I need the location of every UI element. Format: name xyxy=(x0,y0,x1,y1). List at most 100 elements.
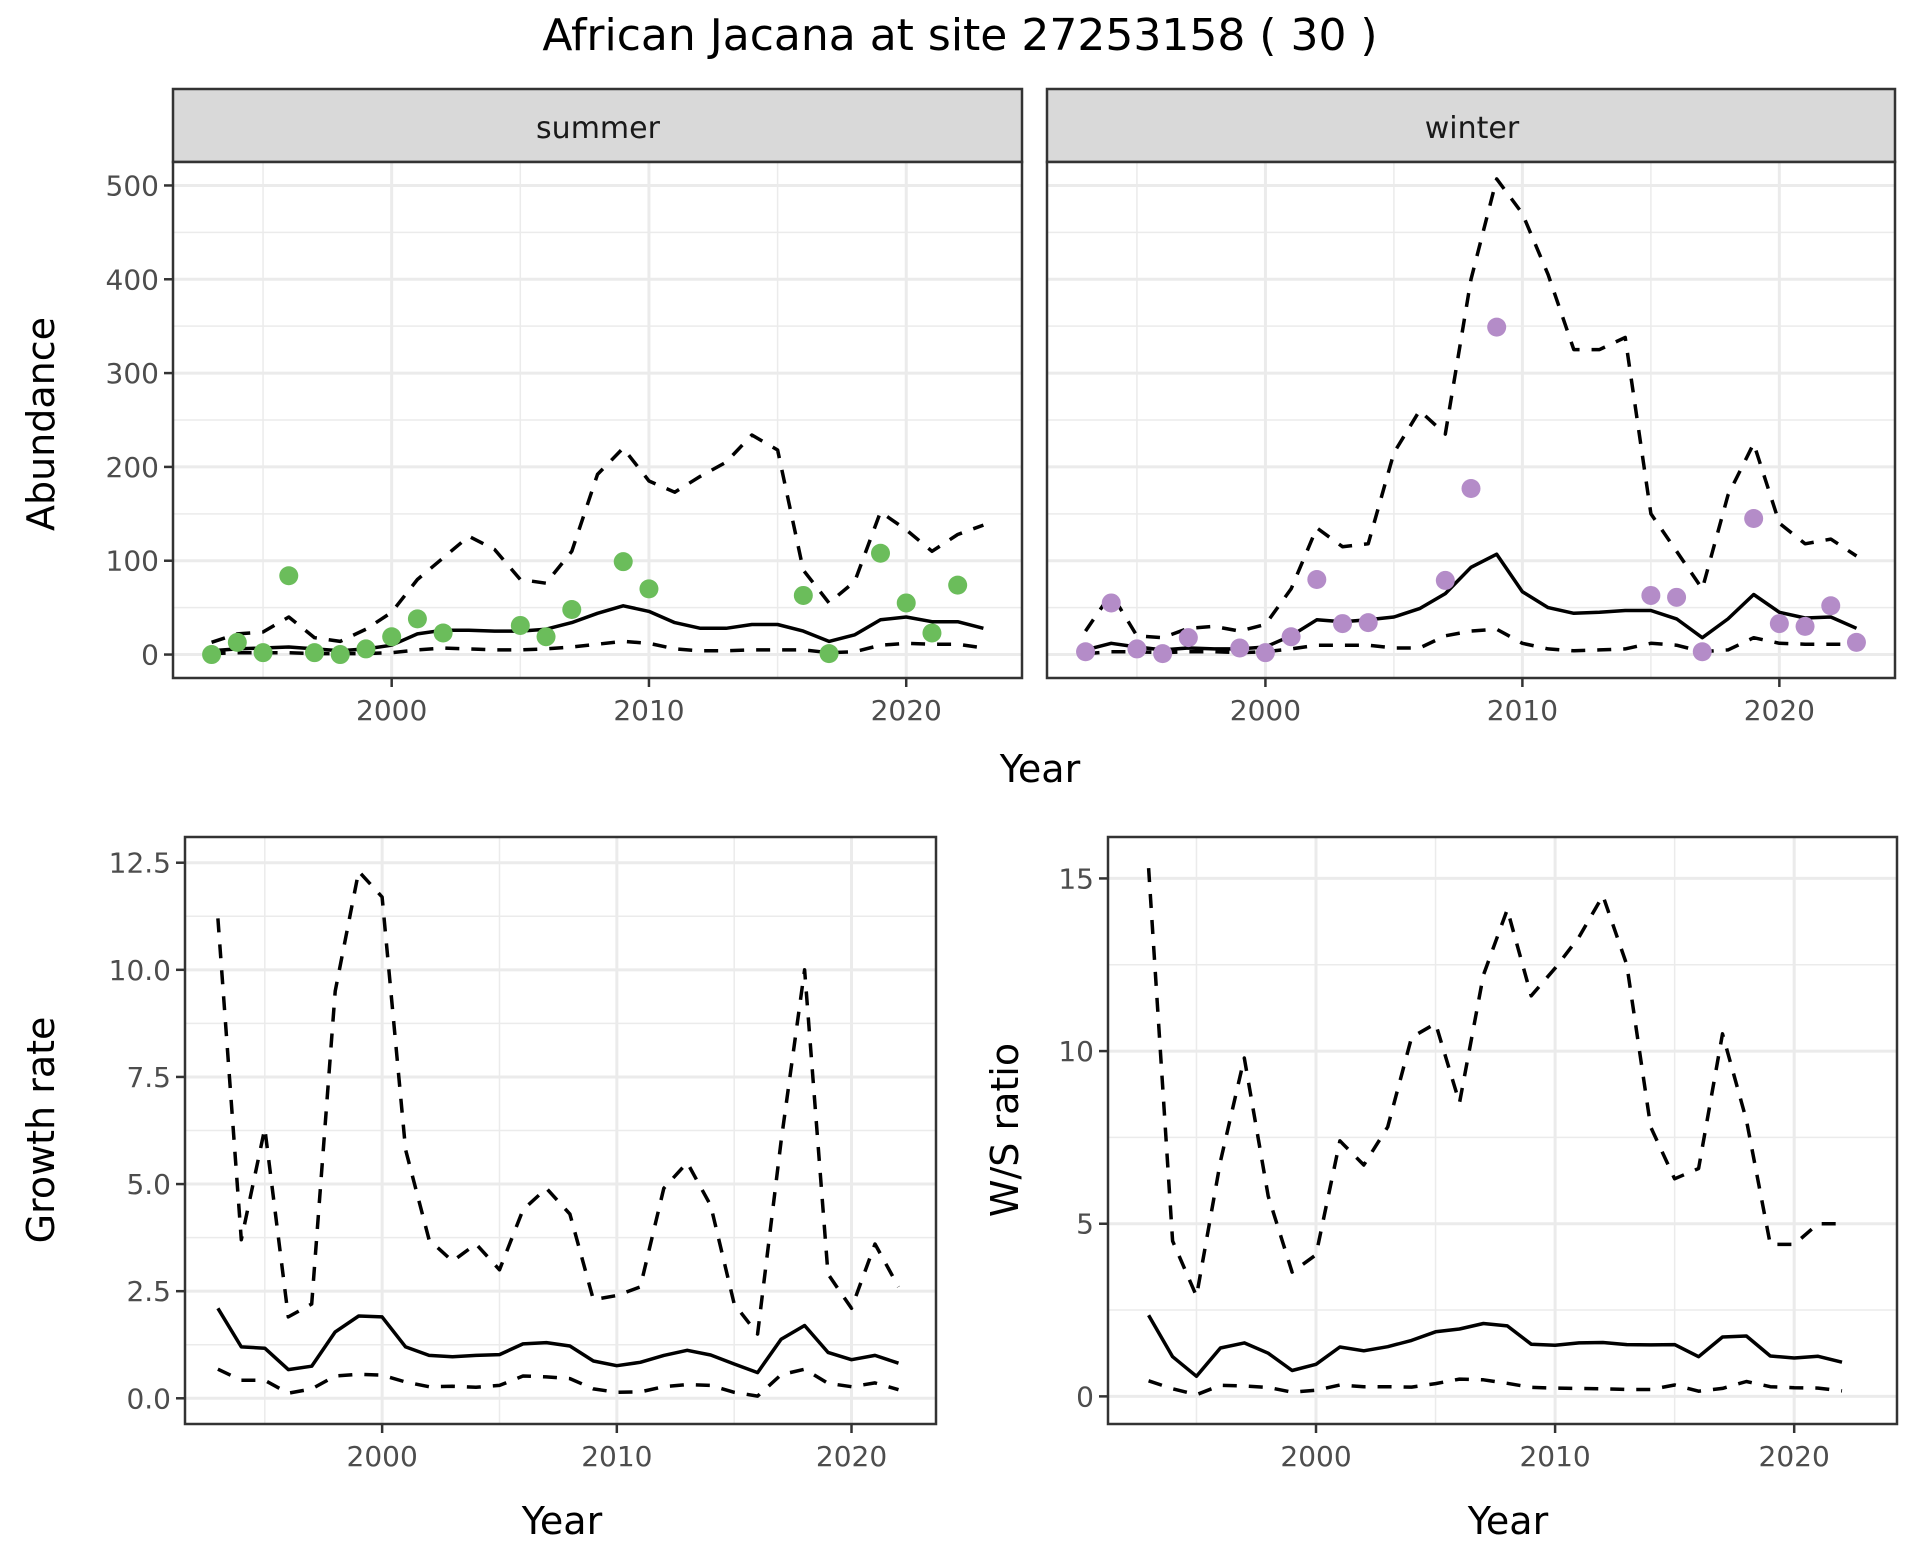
data-point xyxy=(536,627,556,647)
data-point xyxy=(407,609,427,629)
x-tick-label: 2020 xyxy=(1744,694,1815,727)
data-point xyxy=(1461,478,1481,498)
data-point xyxy=(871,543,890,563)
panel-growth-rate: 2000 2010 2020 0.0 2.5 5.0 7.5 10.0 12.5 xyxy=(109,835,938,1473)
panel-ws-ratio: 2000 2010 2020 0 5 10 15 xyxy=(1058,835,1899,1473)
data-point xyxy=(1153,644,1173,664)
y-tick-label: 100 xyxy=(106,545,159,578)
data-point xyxy=(202,645,222,665)
series-line-mean xyxy=(1085,552,1858,652)
x-tick-label: 2010 xyxy=(613,694,684,727)
data-point xyxy=(279,566,299,586)
y-tick-label: 0.0 xyxy=(126,1382,171,1415)
y-axis-label-ws-ratio: W/S ratio xyxy=(983,1043,1027,1217)
x-tick-label: 2020 xyxy=(1759,1440,1830,1473)
y-tick-label: 0 xyxy=(1076,1380,1094,1413)
y-tick-label: 10 xyxy=(1058,1035,1094,1068)
panel-border xyxy=(1045,160,1897,680)
facet-strip xyxy=(171,87,1024,164)
x-axis-label-growth: Year xyxy=(521,1499,603,1543)
panel-border xyxy=(183,835,938,1426)
data-point xyxy=(1281,627,1301,647)
data-point xyxy=(1769,614,1789,634)
y-axis-label-abundance: Abundance xyxy=(19,317,63,531)
data-point xyxy=(1076,642,1096,662)
strip-label-summer: summer xyxy=(536,111,661,146)
x-tick-label: 2010 xyxy=(1487,694,1558,727)
x-axis-label-top: Year xyxy=(999,747,1081,791)
data-point xyxy=(562,600,582,620)
data-point xyxy=(1435,570,1455,590)
panel-summer: 2000 2010 2020 0 100 200 300 400 500 xyxy=(106,87,1024,727)
y-tick-label: 400 xyxy=(106,263,159,296)
data-point xyxy=(382,627,402,647)
y-tick-label: 500 xyxy=(106,169,159,202)
x-axis-label-ws: Year xyxy=(1467,1499,1549,1543)
data-point xyxy=(896,593,916,613)
y-tick-label: 15 xyxy=(1058,862,1094,895)
x-tick-label: 2010 xyxy=(581,1440,652,1473)
x-tick-label: 2020 xyxy=(871,694,942,727)
series-line-lower xyxy=(1085,627,1857,656)
data-point xyxy=(1178,628,1198,648)
series-line-mean xyxy=(1147,1314,1843,1379)
data-point xyxy=(1307,569,1327,589)
data-point xyxy=(1692,642,1712,662)
data-point xyxy=(1795,616,1815,636)
data-point xyxy=(1127,639,1147,659)
data-point xyxy=(613,552,633,572)
data-point xyxy=(819,644,839,664)
x-tick-label: 2020 xyxy=(816,1440,887,1473)
data-point xyxy=(510,615,530,635)
data-point xyxy=(1744,509,1764,529)
panel-winter: 2000 2010 2020 xyxy=(1045,87,1897,727)
data-point xyxy=(1487,317,1507,337)
data-point xyxy=(1255,643,1275,663)
data-point xyxy=(1358,613,1378,633)
y-tick-label: 5.0 xyxy=(126,1168,171,1201)
panel-border xyxy=(1106,835,1899,1426)
chart-title: African Jacana at site 27253158 ( 30 ) xyxy=(542,10,1377,61)
panel-border xyxy=(171,160,1024,680)
data-point xyxy=(639,579,659,599)
data-point xyxy=(227,632,247,652)
data-point xyxy=(1333,614,1353,634)
data-point xyxy=(1846,632,1866,652)
y-tick-label: 7.5 xyxy=(126,1061,171,1094)
data-point xyxy=(1667,587,1687,607)
series-line-upper xyxy=(216,869,901,1336)
data-point xyxy=(1230,638,1250,658)
data-point xyxy=(1641,585,1661,605)
y-tick-label: 2.5 xyxy=(126,1275,171,1308)
data-point xyxy=(793,585,813,605)
y-tick-label: 10.0 xyxy=(109,954,171,987)
data-point xyxy=(253,643,273,663)
strip-label-winter: winter xyxy=(1425,111,1520,146)
x-tick-label: 2000 xyxy=(356,694,427,727)
x-tick-label: 2000 xyxy=(1230,694,1301,727)
data-point xyxy=(948,575,968,595)
x-tick-label: 2010 xyxy=(1519,1440,1590,1473)
y-axis-label-growth-rate: Growth rate xyxy=(19,1017,63,1244)
series-line-mean xyxy=(216,1307,900,1375)
data-point xyxy=(922,623,942,643)
series-line-upper xyxy=(211,433,985,644)
series-line-upper xyxy=(1146,867,1842,1298)
data-point xyxy=(1101,593,1121,613)
x-tick-label: 2000 xyxy=(1280,1440,1351,1473)
data-point xyxy=(1821,596,1841,616)
series-line-upper xyxy=(1084,177,1858,640)
x-tick-label: 2000 xyxy=(347,1440,418,1473)
data-point xyxy=(305,643,324,663)
y-tick-label: 5 xyxy=(1076,1208,1094,1241)
series-line-lower xyxy=(1148,1377,1843,1397)
data-point xyxy=(433,623,453,643)
data-point xyxy=(330,645,350,665)
facet-strip xyxy=(1045,87,1897,164)
y-tick-label: 300 xyxy=(106,357,159,390)
y-tick-label: 12.5 xyxy=(109,847,171,880)
y-tick-label: 0 xyxy=(141,639,159,672)
y-tick-label: 200 xyxy=(106,451,159,484)
data-point xyxy=(356,639,376,659)
